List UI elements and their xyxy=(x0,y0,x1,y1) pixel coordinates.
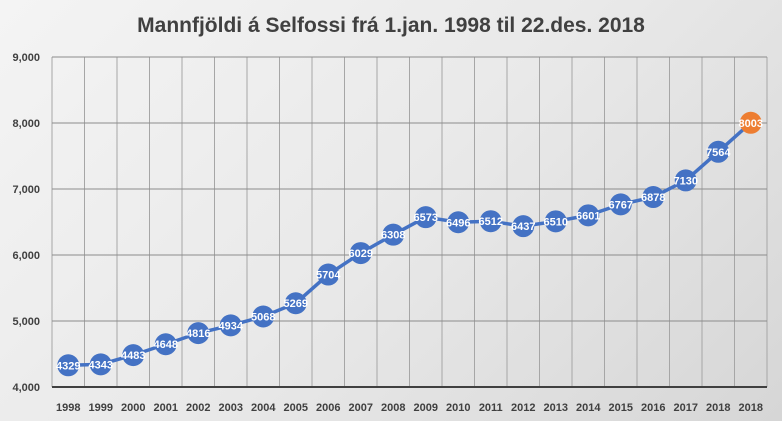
data-point xyxy=(479,210,502,233)
data-label: 4648 xyxy=(154,339,178,351)
y-tick-label: 4,000 xyxy=(12,382,40,394)
data-point xyxy=(349,242,372,265)
x-tick-label: 2018 xyxy=(739,402,763,414)
data-point xyxy=(544,210,567,233)
data-point xyxy=(252,305,275,328)
data-point xyxy=(317,263,340,286)
x-tick-label: 2004 xyxy=(251,402,276,414)
data-label: 6437 xyxy=(511,221,535,233)
x-tick-label: 2012 xyxy=(511,402,535,414)
data-label: 4483 xyxy=(121,350,145,362)
chart-title: Mannfjöldi á Selfossi frá 1.jan. 1998 ti… xyxy=(137,14,645,37)
data-point xyxy=(642,186,665,209)
data-label: 5269 xyxy=(284,298,308,310)
data-label: 6512 xyxy=(479,216,503,228)
y-tick-label: 5,000 xyxy=(12,316,40,328)
data-label: 6573 xyxy=(414,212,438,224)
data-label: 6029 xyxy=(349,248,373,260)
x-tick-label: 2017 xyxy=(674,402,698,414)
data-label: 6496 xyxy=(446,217,470,229)
x-tick-label: 2007 xyxy=(349,402,373,414)
y-tick-label: 6,000 xyxy=(12,250,40,262)
data-label: 6601 xyxy=(576,210,600,222)
series-line xyxy=(68,121,752,368)
data-label: 8003 xyxy=(739,118,763,130)
x-tick-label: 2016 xyxy=(641,402,665,414)
x-tick-label: 2009 xyxy=(414,402,438,414)
y-tick-label: 9,000 xyxy=(12,52,40,64)
x-tick-label: 2015 xyxy=(609,402,633,414)
x-tick-label: 2001 xyxy=(154,402,178,414)
data-point xyxy=(154,333,177,356)
x-tick-label: 2008 xyxy=(381,402,405,414)
data-label: 4343 xyxy=(89,359,113,371)
data-point xyxy=(57,354,80,377)
data-point xyxy=(512,215,535,238)
data-point xyxy=(739,111,762,134)
y-tick-label: 7,000 xyxy=(12,184,40,196)
x-tick-label: 2013 xyxy=(544,402,568,414)
data-point xyxy=(447,211,470,234)
x-tick-label: 2006 xyxy=(316,402,340,414)
data-point xyxy=(674,169,697,192)
data-point xyxy=(609,193,632,216)
x-tick-label: 1999 xyxy=(89,402,113,414)
data-point xyxy=(122,344,145,367)
data-label: 4329 xyxy=(56,360,80,372)
x-tick-label: 2010 xyxy=(446,402,470,414)
x-tick-label: 2000 xyxy=(121,402,145,414)
data-label: 6767 xyxy=(609,199,633,211)
data-point xyxy=(577,204,600,227)
data-label: 4816 xyxy=(186,328,210,340)
data-label: 6878 xyxy=(641,192,665,204)
data-point xyxy=(219,314,242,337)
data-label: 6510 xyxy=(544,216,568,228)
x-tick-label: 2011 xyxy=(479,402,503,414)
data-point xyxy=(284,292,307,315)
data-label: 7564 xyxy=(706,147,731,159)
x-tick-label: 2014 xyxy=(576,402,601,414)
data-label: 5704 xyxy=(316,270,341,282)
y-tick-label: 8,000 xyxy=(12,118,40,130)
x-tick-label: 2018 xyxy=(706,402,730,414)
data-point xyxy=(382,223,405,246)
data-label: 6308 xyxy=(381,230,405,242)
data-point xyxy=(414,206,437,229)
x-tick-label: 2003 xyxy=(219,402,243,414)
x-tick-label: 2005 xyxy=(284,402,308,414)
data-label: 5068 xyxy=(251,312,275,324)
data-point xyxy=(707,140,730,163)
data-label: 4934 xyxy=(219,320,244,332)
x-tick-label: 2002 xyxy=(186,402,210,414)
data-point xyxy=(89,353,112,376)
data-point xyxy=(187,322,210,345)
x-tick-label: 1998 xyxy=(56,402,80,414)
data-label: 7130 xyxy=(674,175,698,187)
